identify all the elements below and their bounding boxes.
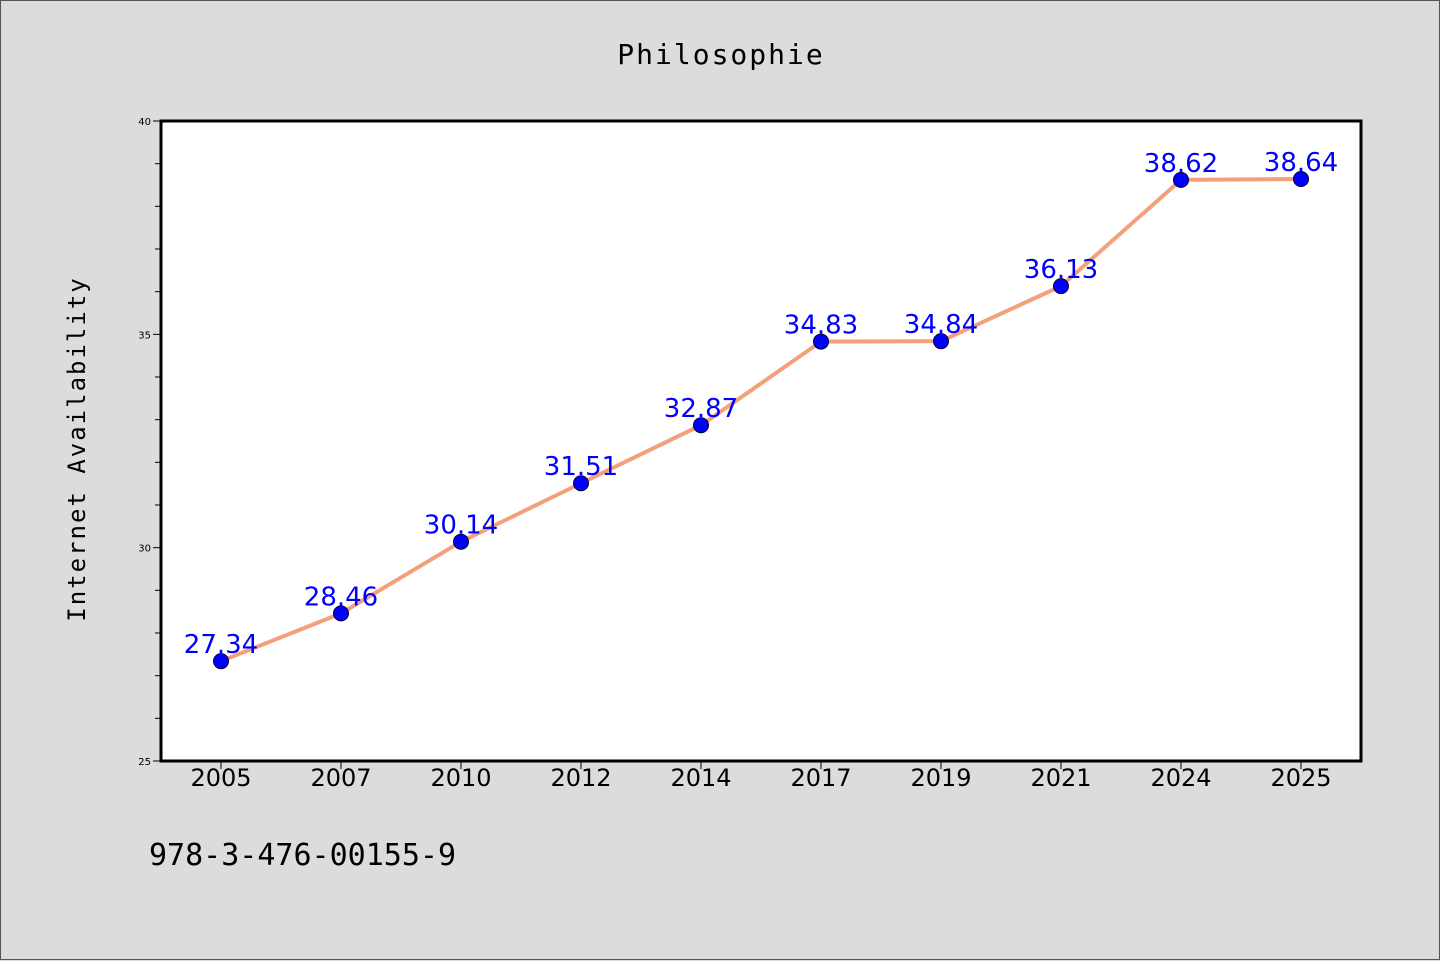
data-label: 32.87	[664, 394, 738, 424]
x-tick-label: 2024	[1150, 764, 1211, 792]
data-label: 27.34	[184, 630, 258, 660]
series-line	[220, 177, 1302, 664]
x-axis-ticks: 2005 2007 2010 2012 2014 2017 2019 2021 2024 2025	[190, 761, 1332, 792]
data-point	[573, 475, 589, 492]
data-label: 31.51	[544, 452, 618, 482]
y-axis-label: Internet Availability	[63, 276, 91, 621]
x-tick-label: 2021	[1030, 764, 1091, 792]
y-axis-ticks: 25 30 35 40	[138, 117, 161, 768]
data-point	[213, 653, 229, 670]
x-tick-label: 2010	[430, 764, 491, 792]
y-tick-label: 30	[138, 544, 151, 555]
data-point	[693, 417, 709, 434]
data-point	[1173, 171, 1189, 188]
series-line-group	[220, 177, 1302, 664]
data-point	[813, 333, 829, 350]
data-label: 38.62	[1144, 149, 1218, 179]
x-tick-label: 2007	[310, 764, 371, 792]
data-label: 28.46	[304, 582, 378, 612]
data-point	[1293, 171, 1309, 188]
data-label: 34.83	[784, 311, 858, 341]
data-labels: 27.34 28.46 30.14 31.51 32.87 34.83 34.84 36.13…	[184, 148, 1338, 660]
data-point	[1053, 278, 1069, 295]
data-point	[453, 533, 469, 550]
x-tick-label: 2005	[190, 764, 251, 792]
isbn-footer: 978-3-476-00155-9	[149, 838, 456, 873]
x-tick-label: 2019	[910, 764, 971, 792]
data-label: 34.84	[904, 310, 978, 340]
y-tick-label: 35	[138, 330, 151, 341]
x-tick-label: 2012	[550, 764, 611, 792]
y-tick-label: 25	[138, 757, 151, 768]
data-label: 38.64	[1264, 148, 1338, 178]
plot-area	[159, 119, 1363, 763]
x-tick-label: 2017	[790, 764, 851, 792]
chart-title: Philosophie	[617, 38, 824, 71]
data-markers	[213, 171, 1309, 670]
data-point	[333, 605, 349, 622]
data-point	[933, 333, 949, 350]
data-label: 36.13	[1024, 255, 1098, 285]
x-tick-label: 2014	[670, 764, 731, 792]
x-tick-label: 2025	[1270, 764, 1331, 792]
data-label: 30.14	[424, 511, 498, 541]
y-tick-label: 40	[138, 117, 151, 128]
